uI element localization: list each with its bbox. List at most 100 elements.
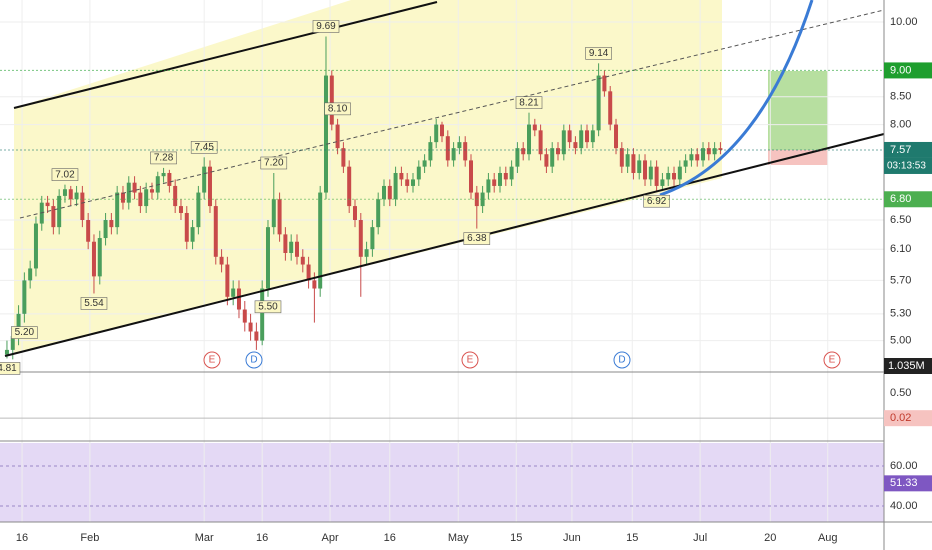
price-label: 5.54	[84, 298, 104, 309]
price-label: 4.81	[0, 363, 17, 374]
price-label-box	[585, 47, 612, 60]
price-label-box	[312, 20, 340, 33]
candle-body	[57, 195, 62, 228]
volume-badge-label: 1.035M	[888, 360, 925, 372]
candle-body	[486, 179, 491, 193]
candle-body	[277, 199, 282, 235]
candle-body	[399, 172, 404, 180]
countdown-badge	[884, 157, 932, 174]
event-marker	[613, 351, 631, 369]
candle-body	[323, 75, 328, 193]
x-tick-label: Apr	[321, 532, 338, 544]
candle-body	[428, 142, 433, 161]
candle-body	[312, 280, 317, 289]
price-label: 7.20	[264, 158, 284, 169]
candle-body	[590, 130, 595, 143]
x-tick-label: Jul	[693, 532, 707, 544]
candle-body	[677, 166, 682, 180]
candle-body	[457, 142, 462, 149]
y-tick-label: 8.50	[890, 91, 911, 103]
candle-body	[329, 75, 334, 125]
price-label: 7.02	[55, 169, 75, 180]
y-tick-label: 8.00	[890, 118, 911, 130]
candle-body	[567, 130, 572, 143]
price-label: 6.38	[467, 233, 487, 244]
candle-body	[503, 172, 508, 180]
candle-body	[335, 124, 340, 149]
candle-body	[451, 148, 456, 161]
channel-mid	[19, 9, 885, 219]
candle-body	[434, 124, 439, 143]
candle-body	[469, 160, 474, 193]
candle-body	[306, 264, 311, 281]
candle-body	[695, 154, 700, 161]
candle-body	[660, 179, 665, 186]
candle-body	[260, 288, 265, 341]
candle-body	[573, 142, 578, 149]
candle-body	[91, 241, 96, 277]
candle-body	[614, 124, 619, 149]
candle-body	[265, 227, 270, 289]
candle-body	[619, 148, 624, 167]
candle-body	[712, 148, 717, 155]
y-tick-label: 5.00	[890, 335, 911, 347]
rsi-badge-label: 51.33	[890, 477, 918, 489]
candle-body	[28, 268, 33, 281]
x-tick-label: Feb	[80, 532, 99, 544]
candle-body	[596, 75, 601, 131]
candle-body	[515, 148, 520, 167]
price-label-box	[260, 156, 288, 170]
candle-body	[132, 182, 137, 193]
price-label: 9.14	[589, 48, 609, 59]
candle-body	[370, 227, 375, 250]
event-marker	[203, 351, 221, 369]
y-tick-label: 10.00	[890, 16, 918, 28]
candle-body	[10, 336, 15, 350]
event-marker	[461, 351, 479, 369]
candle-body	[445, 136, 450, 161]
y-tick-label: 6.10	[890, 243, 911, 255]
candle-body	[405, 179, 410, 186]
candle-body	[161, 172, 166, 177]
price-label-box	[51, 168, 79, 181]
candle-body	[509, 166, 514, 180]
candle-body	[300, 256, 305, 265]
price-label-box	[463, 232, 491, 245]
candle-body	[51, 206, 56, 228]
y-tick-label: 6.50	[890, 214, 911, 226]
candle-body	[706, 148, 711, 155]
overlay: 10.00 8.50 8.00 6.50 6.10 5.70 5.30 5.00 16 Feb Ma…	[0, 16, 932, 544]
candle-body	[410, 179, 415, 186]
candle-body	[608, 91, 613, 125]
candle-body	[74, 192, 79, 200]
candle-body	[115, 192, 120, 228]
price-badge-label: 6.80	[890, 193, 911, 205]
candle-body	[492, 179, 497, 186]
candle-body	[62, 189, 67, 196]
candle-body	[556, 148, 561, 155]
candle-body	[16, 313, 21, 337]
candle-body	[120, 192, 125, 203]
event-label: D	[618, 355, 625, 366]
candle-body	[440, 124, 444, 137]
macd-badge	[884, 410, 932, 427]
candle-body	[376, 199, 381, 228]
candle-body	[271, 199, 276, 228]
projection-curve	[659, 0, 814, 197]
candle-body	[219, 256, 224, 265]
candle-body	[103, 220, 108, 239]
candle-body	[625, 154, 630, 167]
candle-body	[538, 130, 543, 155]
candle-body	[318, 192, 323, 289]
candle-body	[416, 166, 421, 180]
candle-body	[173, 185, 178, 207]
candle-body	[149, 189, 154, 193]
candle-body	[683, 160, 688, 167]
price-label: 8.21	[519, 97, 539, 108]
candle-body	[45, 202, 50, 207]
candle-body	[289, 241, 294, 253]
price-label-box	[515, 96, 543, 109]
x-tick-label: 15	[626, 532, 638, 544]
rsi-tick-label: 40.00	[890, 500, 918, 512]
